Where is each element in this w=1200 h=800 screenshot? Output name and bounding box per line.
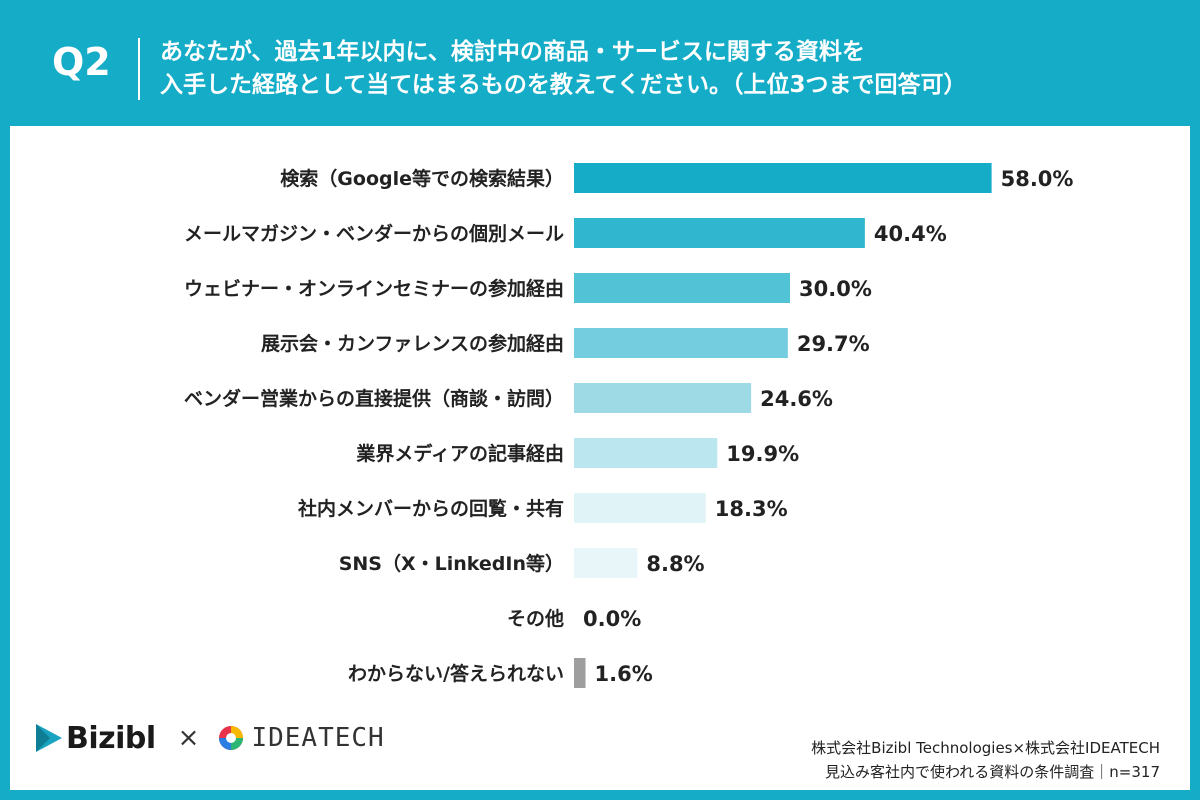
value-label: 58.0% bbox=[1001, 167, 1074, 191]
category-label: メールマガジン・ベンダーからの個別メール bbox=[184, 222, 564, 245]
value-label: 40.4% bbox=[874, 222, 947, 246]
header-divider bbox=[138, 38, 140, 100]
value-label: 18.3% bbox=[715, 497, 788, 521]
chart-panel: 検索（Google等での検索結果） 58.0% メールマガジン・ベンダーからの個別メ… bbox=[10, 126, 1190, 790]
bar bbox=[574, 383, 752, 413]
value-label: 0.0% bbox=[583, 607, 641, 631]
question-number: Q2 bbox=[52, 40, 111, 84]
value-label: 30.0% bbox=[799, 277, 872, 301]
question-line-2: 入手した経路として当てはまるものを教えてください。（上位3つまで回答可） bbox=[160, 72, 967, 98]
bar bbox=[574, 328, 788, 358]
category-label: わからない/答えられない bbox=[348, 662, 564, 685]
value-label: 1.6% bbox=[595, 662, 653, 686]
category-label: その他 bbox=[507, 607, 564, 630]
bar bbox=[574, 548, 638, 578]
bar bbox=[574, 273, 790, 303]
bar-chart: 検索（Google等での検索結果） 58.0% メールマガジン・ベンダーからの個別メ… bbox=[184, 163, 1074, 688]
category-label: 展示会・カンファレンスの参加経由 bbox=[261, 332, 564, 355]
collaboration-times: × bbox=[177, 723, 200, 753]
footer-logos: Bizibl × IDEATECH bbox=[32, 718, 385, 758]
value-label: 24.6% bbox=[760, 387, 833, 411]
ideatech-logo-text: IDEATECH bbox=[251, 723, 385, 753]
value-label: 29.7% bbox=[797, 332, 870, 356]
category-label: ベンダー営業からの直接提供（商談・訪問） bbox=[184, 387, 564, 410]
category-label: SNS（X・LinkedIn等） bbox=[339, 552, 564, 575]
value-label: 19.9% bbox=[726, 442, 799, 466]
bar bbox=[574, 218, 865, 248]
source-line-2: 見込み客社内で使われる資料の条件調査｜n=317 bbox=[825, 763, 1160, 781]
question-text: あなたが、過去1年以内に、検討中の商品・サービスに関する資料を 入手した経路とし… bbox=[160, 36, 1170, 102]
category-label: 検索（Google等での検索結果） bbox=[280, 167, 564, 190]
bar bbox=[574, 658, 586, 688]
bizibl-logo-text: Bizibl bbox=[66, 720, 156, 756]
source-line-1: 株式会社Bizibl Technologies×株式会社IDEATECH bbox=[811, 739, 1160, 757]
category-label: ウェビナー・オンラインセミナーの参加経由 bbox=[184, 277, 564, 300]
bar bbox=[574, 493, 706, 523]
bar bbox=[574, 163, 992, 193]
bizibl-logo-icon bbox=[36, 724, 62, 752]
category-label: 社内メンバーからの回覧・共有 bbox=[297, 497, 564, 520]
header: Q2 あなたが、過去1年以内に、検討中の商品・サービスに関する資料を 入手した経… bbox=[0, 0, 1200, 122]
source-note: 株式会社Bizibl Technologies×株式会社IDEATECH 見込み… bbox=[811, 736, 1160, 784]
bar bbox=[574, 438, 718, 468]
ideatech-logo-icon bbox=[219, 726, 244, 750]
question-line-1: あなたが、過去1年以内に、検討中の商品・サービスに関する資料を bbox=[160, 39, 865, 65]
value-label: 8.8% bbox=[646, 552, 704, 576]
category-label: 業界メディアの記事経由 bbox=[355, 442, 564, 465]
